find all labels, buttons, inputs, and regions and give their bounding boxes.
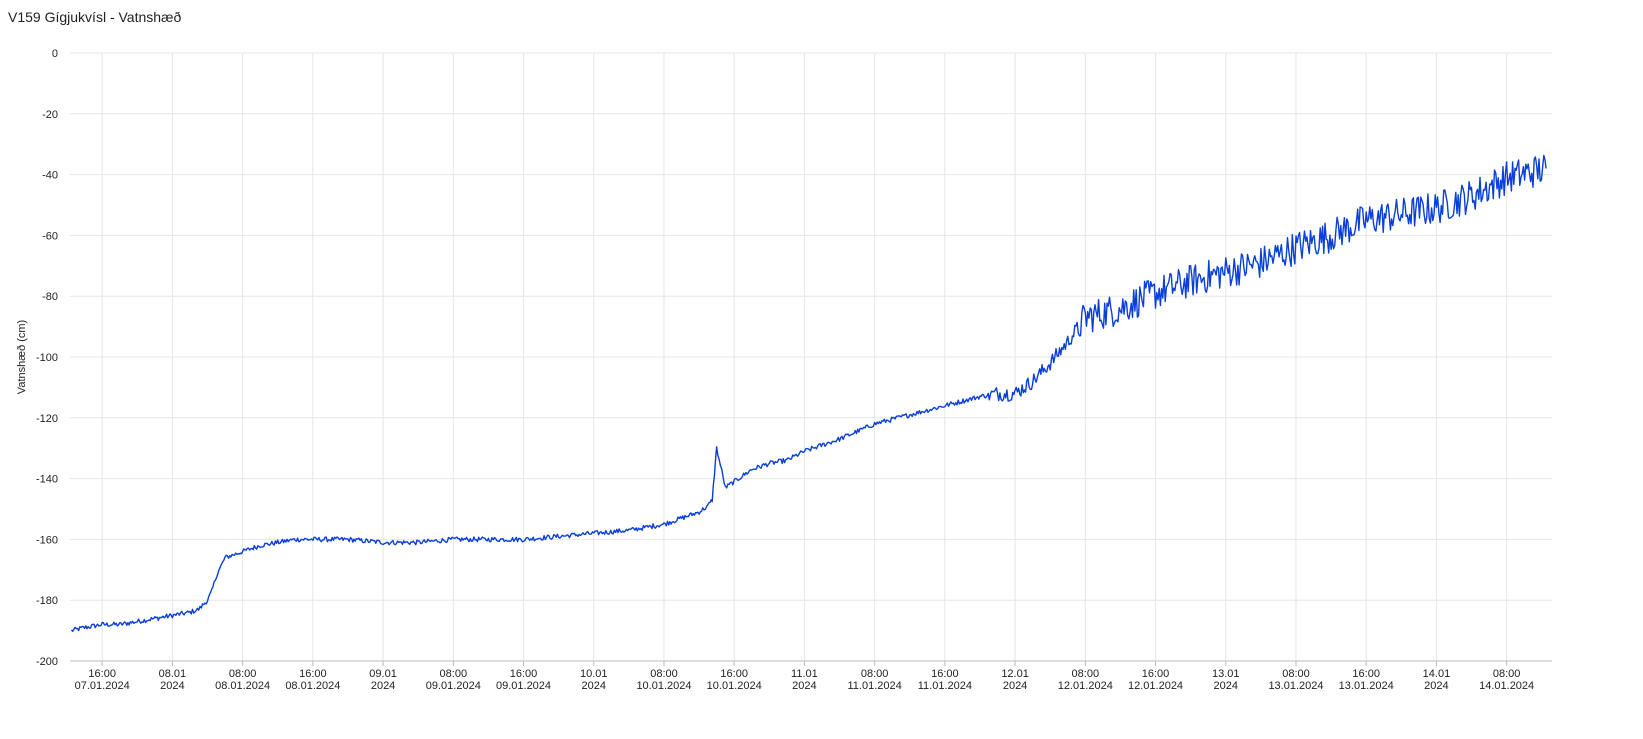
x-tick-label: 13.01.2024 xyxy=(1268,680,1323,692)
x-tick-label: 2024 xyxy=(1424,680,1448,692)
x-tick-label: 12.01 xyxy=(1001,668,1029,680)
x-tick-label: 09.01.2024 xyxy=(426,680,481,692)
x-tick-label: 08:00 xyxy=(440,668,468,680)
x-tick-label: 08:00 xyxy=(1282,668,1310,680)
x-tick-label: 16:00 xyxy=(510,668,538,680)
series-layer xyxy=(70,154,1547,632)
x-tick-label: 10.01.2024 xyxy=(707,680,762,692)
x-tick-label: 08:00 xyxy=(1072,668,1100,680)
x-tick-label: 08:00 xyxy=(1493,668,1521,680)
x-tick-label: 08.01.2024 xyxy=(285,680,340,692)
x-tick-label: 13.01.2024 xyxy=(1339,680,1394,692)
y-tick-label: -100 xyxy=(36,352,58,364)
x-tick-label: 09.01 xyxy=(369,668,397,680)
x-tick-label: 16:00 xyxy=(299,668,327,680)
y-tick-label: -60 xyxy=(42,230,58,242)
x-tick-label: 09.01.2024 xyxy=(496,680,551,692)
y-axis-title: Vatnshæð (cm) xyxy=(16,320,28,394)
x-tick-label: 2024 xyxy=(792,680,816,692)
x-tick-label: 16:00 xyxy=(1142,668,1170,680)
x-tick-label: 2024 xyxy=(371,680,395,692)
x-tick-label: 11.01.2024 xyxy=(918,680,972,692)
x-tick-label: 16:00 xyxy=(88,668,116,680)
x-tick-label: 12.01.2024 xyxy=(1058,680,1113,692)
chart-title: V159 Gígjukvísl - Vatnshæð xyxy=(8,9,182,25)
y-tick-label: -160 xyxy=(36,534,58,546)
x-tick-label: 07.01.2024 xyxy=(75,680,130,692)
x-tick-label: 16:00 xyxy=(931,668,959,680)
y-tick-label: -20 xyxy=(42,109,58,121)
y-tick-label: -40 xyxy=(42,170,58,182)
y-tick-label: -120 xyxy=(36,413,58,425)
series-line xyxy=(70,154,1547,632)
y-tick-label: -140 xyxy=(36,474,58,486)
x-tick-label: 14.01.2024 xyxy=(1479,680,1534,692)
x-tick-label: 11.01.2024 xyxy=(848,680,902,692)
y-tick-label: -200 xyxy=(36,656,58,668)
x-tick-label: 13.01 xyxy=(1212,668,1240,680)
x-tick-label: 12.01.2024 xyxy=(1128,680,1183,692)
x-tick-label: 14.01 xyxy=(1423,668,1451,680)
x-tick-label: 08:00 xyxy=(229,668,257,680)
axes: 0 -20 -40 -60 -80 -100 -120 -140 -160 -180 -200 16:… xyxy=(16,48,1552,692)
x-tick-label: 10.01 xyxy=(580,668,608,680)
y-tick-label: 0 xyxy=(52,48,58,60)
x-tick-label: 08:00 xyxy=(861,668,889,680)
x-tick-label: 2024 xyxy=(582,680,606,692)
y-tick-label: -80 xyxy=(42,291,58,303)
y-tick-label: -180 xyxy=(36,595,58,607)
x-tick-label: 08.01.2024 xyxy=(215,680,270,692)
x-tick-label: 2024 xyxy=(1003,680,1027,692)
x-tick-label: 16:00 xyxy=(1352,668,1380,680)
x-tick-label: 16:00 xyxy=(720,668,748,680)
x-tick-label: 10.01.2024 xyxy=(636,680,691,692)
grid-lines xyxy=(70,52,1552,662)
x-tick-label: 08:00 xyxy=(650,668,678,680)
x-tick-label: 08.01 xyxy=(159,668,187,680)
x-tick-label: 2024 xyxy=(160,680,184,692)
x-tick-label: 11.01 xyxy=(791,668,818,680)
x-tick-label: 2024 xyxy=(1214,680,1238,692)
